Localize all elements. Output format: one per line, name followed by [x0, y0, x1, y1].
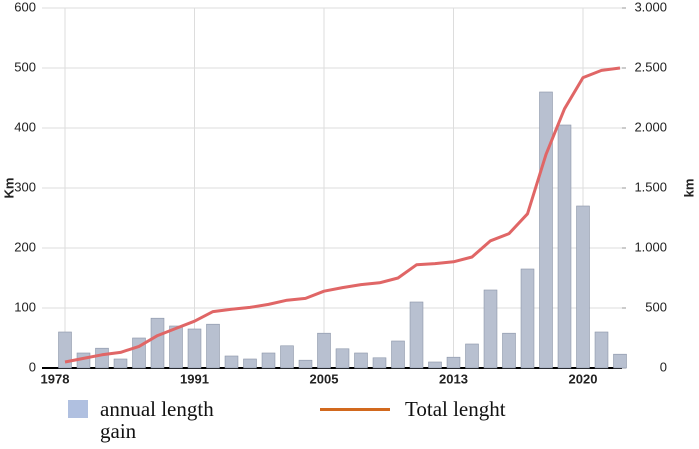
- bar: [557, 124, 572, 369]
- y-axis-label: Km: [1, 178, 16, 199]
- bar: [483, 289, 498, 369]
- bar: [446, 356, 461, 369]
- x-tick-label: 2005: [310, 371, 339, 386]
- x-tick-label: 2020: [569, 371, 598, 386]
- bar: [391, 340, 405, 369]
- x-tick-label: 1978: [41, 371, 70, 386]
- legend-label: annual length gain: [100, 397, 214, 443]
- bar: [95, 347, 109, 369]
- bar: [465, 343, 479, 369]
- bar: [520, 268, 535, 369]
- legend-swatch-bar: [68, 400, 88, 418]
- bar: [354, 352, 368, 369]
- bar: [502, 332, 516, 369]
- y2-tick-label: 2.500: [634, 59, 667, 74]
- y-tick-label: 200: [14, 239, 36, 254]
- y-tick-label: 300: [14, 179, 36, 194]
- y-tick-label: 0: [29, 359, 36, 374]
- x-tick-label: 2013: [439, 371, 468, 386]
- y-tick-label: 500: [14, 59, 36, 74]
- y2-tick-label: 0: [660, 359, 667, 374]
- legend-swatch-line: [320, 408, 390, 411]
- bar: [372, 357, 387, 369]
- bar: [576, 205, 590, 369]
- bar: [150, 317, 165, 369]
- y2-axis-label: km: [681, 179, 696, 198]
- bar: [243, 358, 257, 369]
- y-tick-label: 400: [14, 119, 36, 134]
- bar: [539, 91, 553, 369]
- y2-tick-label: 2.000: [634, 119, 667, 134]
- legend-label: Total lenght: [405, 397, 506, 421]
- bar: [298, 359, 313, 369]
- y-tick-label: 600: [14, 0, 36, 14]
- bar: [224, 355, 239, 369]
- y2-tick-label: 3.000: [634, 0, 667, 14]
- bar: [206, 323, 220, 369]
- y2-tick-label: 1.000: [634, 239, 667, 254]
- line: [64, 66, 621, 364]
- bar: [317, 332, 331, 369]
- bar: [261, 352, 276, 369]
- x-tick-label: 1991: [180, 371, 209, 386]
- y2-tick-label: 500: [645, 299, 667, 314]
- bar: [594, 331, 609, 369]
- y2-tick-label: 1.500: [634, 179, 667, 194]
- chart: Km km 0 100 200 300 400 500 600 0 500 1.000 1.500 2…: [1, 0, 696, 386]
- bar: [335, 348, 350, 369]
- bar: [409, 301, 424, 369]
- bar: [58, 331, 72, 369]
- bar: [280, 345, 294, 369]
- y-tick-label: 100: [14, 299, 36, 314]
- bar: [113, 358, 128, 369]
- bar: [428, 361, 442, 369]
- bar: [613, 353, 627, 369]
- bar: [187, 328, 202, 369]
- bar: [169, 325, 183, 369]
